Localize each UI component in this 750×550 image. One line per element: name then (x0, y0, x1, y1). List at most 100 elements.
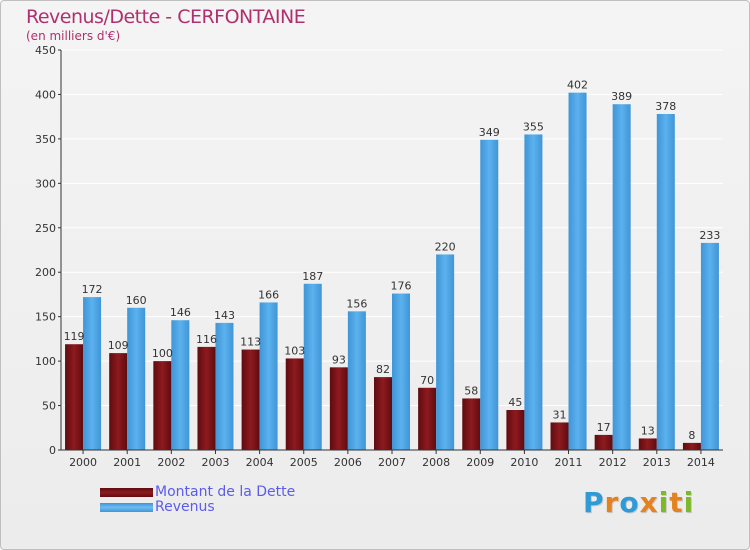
x-tick-label-2008: 2008 (422, 456, 450, 469)
bar-dette-2014 (682, 442, 701, 450)
data-label-revenus-2014: 233 (699, 229, 720, 242)
data-label-revenus-2011: 402 (567, 79, 588, 92)
data-label-revenus-2009: 349 (479, 126, 500, 139)
logo-letter-5: t (669, 486, 684, 519)
bar-dette-2010 (506, 410, 525, 450)
x-tick-label-2011: 2011 (555, 456, 583, 469)
y-tick-label-200: 200 (35, 266, 56, 279)
data-label-dette-2003: 116 (196, 333, 217, 346)
x-tick-label-2009: 2009 (466, 456, 494, 469)
logo-letter-3: x (639, 486, 659, 519)
data-label-dette-2009: 58 (464, 384, 478, 397)
x-tick-label-2013: 2013 (643, 456, 671, 469)
bar-dette-2001 (109, 353, 128, 450)
bar-revenus-2001 (127, 307, 146, 450)
y-tick-label-100: 100 (35, 355, 56, 368)
y-tick-label-250: 250 (35, 222, 56, 235)
data-label-dette-2008: 70 (420, 374, 434, 387)
data-label-dette-2012: 17 (597, 421, 611, 434)
x-tick-label-2014: 2014 (687, 456, 715, 469)
logo-letter-2: o (619, 486, 640, 519)
data-label-revenus-2001: 160 (126, 294, 147, 307)
x-tick-label-2003: 2003 (201, 456, 229, 469)
data-label-revenus-2002: 146 (170, 306, 191, 319)
y-tick-label-50: 50 (42, 400, 56, 413)
labels-layer: 119 172 109 160 100 146 116 143 113 166 103 187 93 15… (64, 79, 721, 442)
data-label-dette-2014: 8 (688, 429, 695, 442)
data-label-revenus-2005: 187 (302, 270, 323, 283)
data-label-dette-2000: 119 (64, 330, 85, 343)
data-label-dette-2001: 109 (108, 339, 129, 352)
bar-revenus-2007 (392, 293, 410, 450)
bar-dette-2009 (462, 398, 481, 450)
legend-swatch-revenus (100, 503, 153, 512)
data-label-dette-2013: 13 (641, 424, 655, 437)
x-tick-label-2005: 2005 (290, 456, 318, 469)
x-tick-label-2006: 2006 (334, 456, 362, 469)
bar-dette-2007 (374, 377, 392, 450)
logo-letter-1: r (604, 486, 620, 519)
data-label-dette-2005: 103 (284, 344, 305, 357)
bar-revenus-2010 (524, 134, 543, 450)
data-label-revenus-2013: 378 (655, 100, 676, 113)
x-tick-label-2012: 2012 (599, 456, 627, 469)
data-label-dette-2011: 31 (553, 408, 567, 421)
x-tick-label-2007: 2007 (378, 456, 406, 469)
x-tick-label-2000: 2000 (69, 456, 97, 469)
data-label-dette-2007: 82 (376, 363, 390, 376)
y-tick-label-300: 300 (35, 177, 56, 190)
y-tick-label-0: 0 (49, 444, 56, 457)
y-tick-label-450: 450 (35, 44, 56, 57)
bar-dette-2003 (197, 346, 216, 450)
bar-revenus-2004 (259, 302, 278, 450)
bar-revenus-2014 (700, 242, 719, 450)
bar-revenus-2002 (171, 320, 190, 450)
proxiti-logo: Proxiti (583, 486, 694, 519)
data-label-revenus-2007: 176 (391, 280, 412, 293)
x-tick-label-2002: 2002 (157, 456, 185, 469)
bar-dette-2012 (594, 434, 613, 450)
y-tick-label-400: 400 (35, 88, 56, 101)
bar-revenus-2000 (83, 297, 102, 450)
data-label-revenus-2010: 355 (523, 120, 544, 133)
data-label-dette-2004: 113 (240, 336, 261, 349)
data-label-dette-2010: 45 (508, 396, 522, 409)
bar-revenus-2008 (436, 254, 455, 450)
bar-revenus-2013 (656, 114, 675, 450)
bar-dette-2013 (638, 438, 657, 450)
bars-layer (65, 92, 719, 451)
bar-dette-2002 (153, 361, 172, 450)
logo-letter-4: i (658, 486, 670, 519)
chart-title: Revenus/Dette - CERFONTAINE (26, 6, 306, 28)
data-label-revenus-2006: 156 (346, 297, 367, 310)
bar-dette-2005 (285, 358, 304, 450)
bar-revenus-2005 (303, 283, 322, 450)
legend-label-revenus: Revenus (155, 499, 215, 515)
x-tick-label-2001: 2001 (113, 456, 141, 469)
logo-letter-6: i (683, 486, 695, 519)
bar-dette-2004 (241, 349, 260, 450)
bar-revenus-2012 (612, 104, 631, 450)
legend-swatch-dette (100, 488, 153, 497)
axes-layer: 0 50 100 150 200 250 300 350 400 450 2000 2001 2002 2… (35, 44, 723, 469)
logo-letter-0: P (583, 486, 605, 519)
x-tick-label-2010: 2010 (510, 456, 538, 469)
data-label-revenus-2004: 166 (258, 288, 279, 301)
bar-dette-2011 (550, 422, 569, 450)
bar-revenus-2006 (347, 311, 366, 450)
chart-subtitle: (en milliers d'€) (26, 29, 121, 43)
data-label-revenus-2012: 389 (611, 90, 632, 103)
bar-dette-2008 (418, 387, 437, 450)
bar-dette-2006 (329, 367, 348, 450)
bar-revenus-2011 (568, 92, 587, 451)
x-tick-label-2004: 2004 (246, 456, 274, 469)
bar-revenus-2003 (215, 322, 234, 450)
bar-revenus-2009 (480, 139, 499, 450)
data-label-revenus-2003: 143 (214, 309, 235, 322)
data-label-dette-2002: 100 (152, 347, 173, 360)
y-tick-label-350: 350 (35, 133, 56, 146)
bar-dette-2000 (65, 344, 84, 450)
legend-label-dette: Montant de la Dette (155, 484, 296, 500)
data-label-dette-2006: 93 (332, 353, 346, 366)
